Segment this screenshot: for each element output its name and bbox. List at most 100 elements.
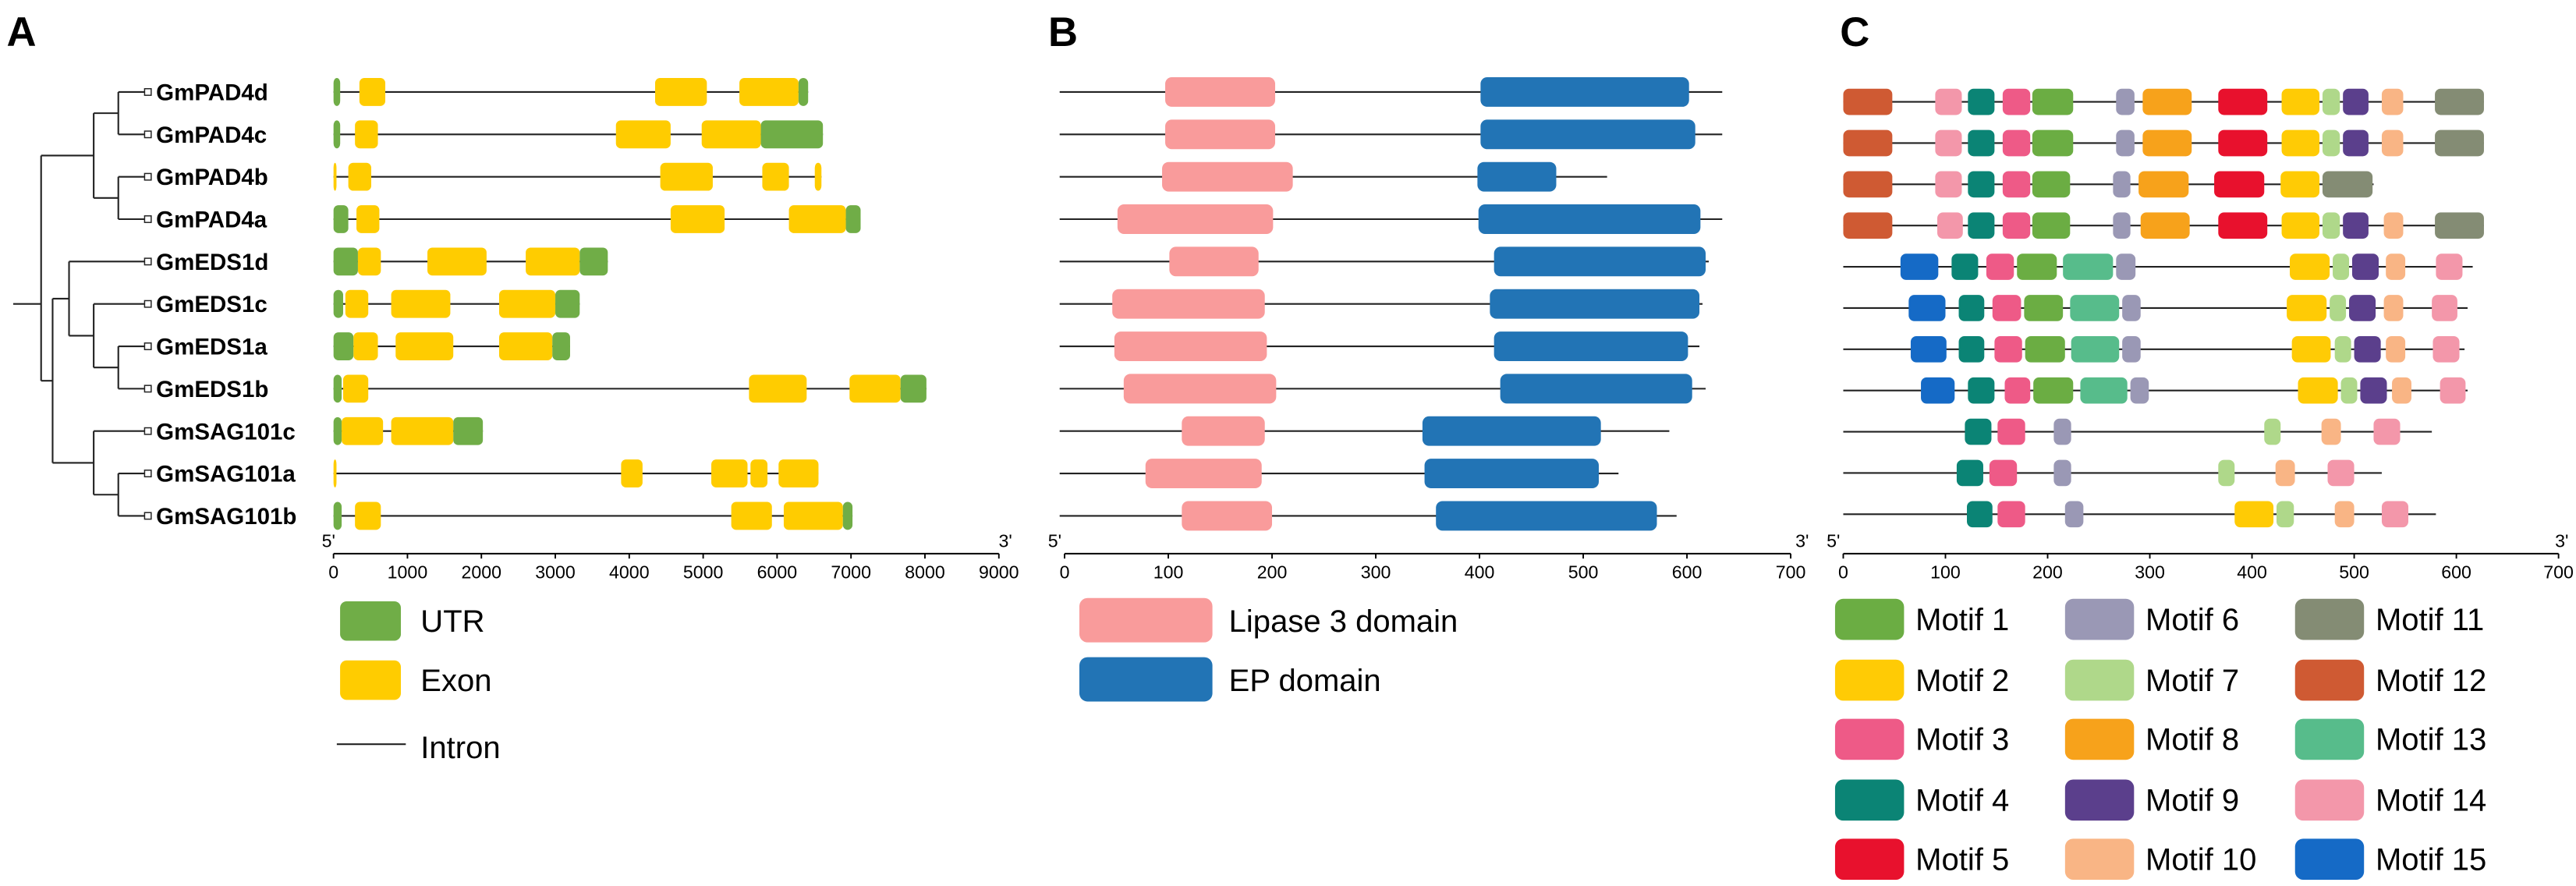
motif-13-box (2063, 253, 2114, 280)
motif-2-box (2291, 335, 2331, 363)
motif-6-box (2113, 171, 2131, 198)
motif-3-legend-label: Motif 3 (1915, 723, 2009, 757)
exon-box (345, 289, 369, 318)
protein-motif-row (1843, 253, 2473, 280)
motif-1-box (2025, 335, 2065, 363)
protein-motif-row (1843, 129, 2484, 157)
exon-box (660, 162, 713, 191)
exon-box (353, 332, 378, 360)
gene-structure-tick-label: 5000 (683, 562, 724, 582)
motif-7-box (2340, 377, 2358, 404)
gene-label: GmPAD4d (156, 80, 268, 105)
motif-2-box (2281, 88, 2320, 115)
domain-tick-label: 300 (1361, 562, 1391, 582)
exon-box (342, 374, 369, 403)
motif-1-box (2032, 129, 2074, 157)
gene-label: GmPAD4a (156, 207, 268, 233)
motif-10-box (2383, 295, 2404, 321)
motif-5-box (2218, 212, 2268, 239)
utr-box (579, 247, 608, 276)
motif-3-box (2002, 171, 2031, 198)
motif-6-box (2116, 253, 2136, 280)
motif-2-legend-swatch (1834, 659, 1905, 701)
domain-tick-label: 400 (1465, 562, 1495, 582)
ep-domain-legend-label: EP domain (1229, 664, 1381, 698)
protein-domain-row (1059, 204, 1723, 234)
exon-legend-swatch (340, 660, 402, 700)
panel-a-gene-structure: A GmPAD4d GmPAD4c GmPAD4b GmPAD4a GmEDS1d GmED… (6, 9, 1019, 765)
gene-structure-tick-label: 8000 (905, 562, 945, 582)
exon-box (355, 501, 381, 530)
motif-14-box (2373, 418, 2401, 445)
utr-box (333, 247, 358, 276)
motif-4-box (1968, 88, 1995, 115)
tree-leaf-node (144, 427, 152, 435)
motif-4-box (1951, 253, 1979, 280)
domain-tick-label: 500 (1568, 562, 1599, 582)
motif-13-box (2070, 295, 2120, 321)
ep-domain-box (1436, 501, 1657, 531)
tree-leaf-node (144, 470, 152, 478)
motif-tick-label: 600 (2441, 562, 2471, 582)
motif-7-box (2322, 129, 2340, 157)
motif-15-legend-label: Motif 15 (2376, 842, 2486, 877)
gene-label: GmSAG101b (156, 504, 296, 530)
motif-4-box (1958, 295, 1985, 321)
motif-10-legend-label: Motif 10 (2145, 842, 2256, 877)
domain-5prime-label: 5' (1048, 530, 1061, 551)
gene-structure-row (333, 374, 927, 403)
motif-11-box (2322, 171, 2373, 198)
motif-6-box (2130, 377, 2149, 404)
motif-6-box (2122, 295, 2141, 321)
motif-2-box (2298, 377, 2338, 404)
exon-box (762, 162, 789, 191)
motif-10-box (2321, 418, 2341, 445)
motif-2-box (2281, 212, 2320, 239)
exon-box (788, 205, 846, 233)
motif-1-box (2032, 171, 2071, 198)
domain-tick-label: 700 (1776, 562, 1806, 582)
motif-12-box (1843, 212, 1893, 239)
motif-11-legend-label: Motif 11 (2376, 603, 2484, 637)
motif-legend: Motif 1 Motif 2 Motif 3 Motif 4 Motif 5 Motif… (1834, 598, 2486, 880)
exon-box (670, 205, 725, 233)
motif-2-box (2281, 129, 2320, 157)
gene-label: GmEDS1d (156, 250, 268, 275)
motif-4-box (1967, 501, 1993, 528)
gene-structure-row (333, 120, 824, 149)
gene-label: GmSAG101a (156, 462, 296, 487)
motif-11-box (2435, 129, 2484, 157)
protein-domain-row (1059, 374, 1706, 404)
exon-legend-label: Exon (420, 664, 491, 698)
motif-9-box (2343, 88, 2369, 115)
motif-3-box (1994, 335, 2022, 363)
utr-box (552, 332, 570, 360)
protein-motif-row (1843, 295, 2468, 321)
gene-label: GmEDS1c (156, 292, 268, 317)
exon-box (814, 162, 822, 191)
protein-domain-row (1059, 501, 1677, 531)
motif-7-legend-swatch (2064, 659, 2135, 701)
protein-domain-row (1059, 161, 1607, 192)
motif-15-box (1921, 377, 1955, 404)
motif-tick-label: 300 (2135, 562, 2165, 582)
motif-4-box (1958, 335, 1985, 363)
motif-7-box (2333, 253, 2350, 280)
exon-box (750, 459, 768, 487)
ep-domain-box (1500, 374, 1692, 404)
motif-1-box (2032, 88, 2074, 115)
lipase-3-domain-box (1165, 119, 1276, 150)
motif-14-legend-label: Motif 14 (2376, 784, 2486, 818)
motif-5-box (2218, 129, 2268, 157)
utr-box (333, 374, 342, 403)
ep-domain-box (1480, 77, 1689, 107)
gene-structure-tick-label: 2000 (461, 562, 501, 582)
gene-label: GmEDS1a (156, 335, 268, 360)
motif-10-box (2334, 501, 2355, 528)
motif-2-legend-label: Motif 2 (1915, 664, 2009, 698)
tree-leaf-node (144, 257, 152, 266)
lipase-3-domain-legend-swatch (1079, 597, 1213, 643)
motif-7-box (2264, 418, 2281, 445)
